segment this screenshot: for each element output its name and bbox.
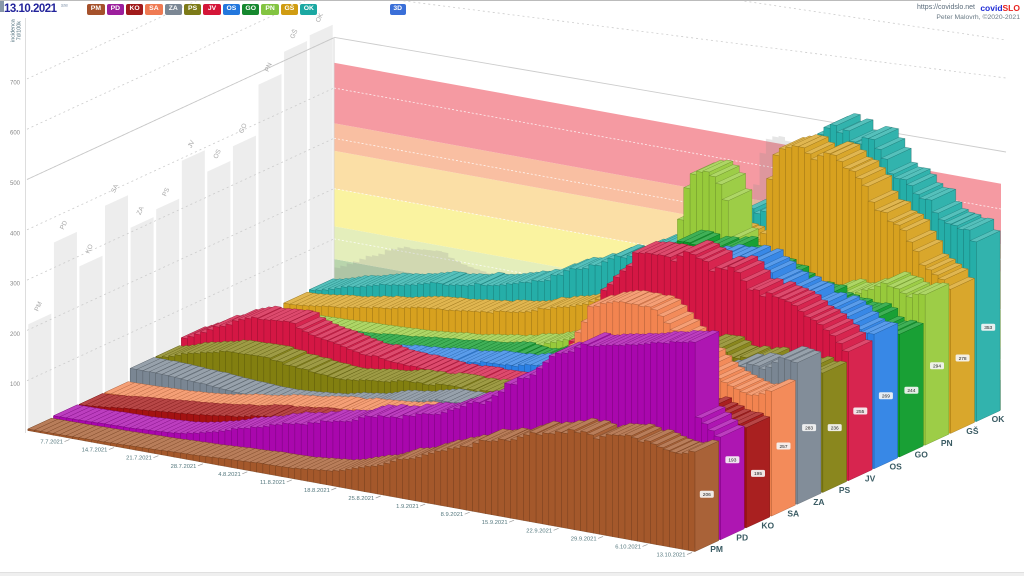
svg-text:100: 100 xyxy=(10,382,21,388)
svg-text:283: 283 xyxy=(805,425,813,431)
svg-text:195: 195 xyxy=(754,471,762,477)
svg-text:PS: PS xyxy=(839,485,851,495)
svg-text:7.7.2021: 7.7.2021 xyxy=(40,440,63,446)
svg-text:28.7.2021: 28.7.2021 xyxy=(171,464,197,470)
svg-text:294: 294 xyxy=(933,364,941,370)
svg-text:SA: SA xyxy=(110,183,120,194)
svg-text:29.9.2021: 29.9.2021 xyxy=(571,536,597,542)
svg-text:14.7.2021: 14.7.2021 xyxy=(82,448,108,454)
svg-text:PN: PN xyxy=(941,438,953,448)
svg-text:PN: PN xyxy=(264,62,274,73)
svg-text:KO: KO xyxy=(761,521,774,531)
svg-text:700: 700 xyxy=(10,80,21,86)
svg-text:278: 278 xyxy=(959,356,967,362)
svg-text:PD: PD xyxy=(59,219,69,230)
svg-text:GO: GO xyxy=(915,450,929,460)
svg-text:PS: PS xyxy=(161,186,171,197)
svg-text:244: 244 xyxy=(907,388,915,394)
svg-text:6.10.2021: 6.10.2021 xyxy=(615,544,641,550)
svg-text:200: 200 xyxy=(10,332,21,338)
svg-text:600: 600 xyxy=(10,131,21,137)
svg-text:269: 269 xyxy=(882,394,890,400)
svg-text:KO: KO xyxy=(85,243,95,254)
svg-text:11.8.2021: 11.8.2021 xyxy=(260,480,285,486)
svg-text:OK: OK xyxy=(315,12,326,24)
svg-text:SA: SA xyxy=(787,509,799,519)
svg-text:PM: PM xyxy=(33,301,43,313)
svg-text:300: 300 xyxy=(10,282,21,288)
svg-text:ZA: ZA xyxy=(813,497,824,507)
svg-text:18.8.2021: 18.8.2021 xyxy=(304,488,330,494)
svg-text:JV: JV xyxy=(187,139,197,149)
svg-text:21.7.2021: 21.7.2021 xyxy=(126,456,152,462)
svg-text:206: 206 xyxy=(703,492,711,498)
svg-text:OK: OK xyxy=(992,414,1006,424)
svg-text:JV: JV xyxy=(865,473,876,483)
svg-text:4.8.2021: 4.8.2021 xyxy=(218,472,241,478)
svg-text:236: 236 xyxy=(831,425,839,431)
svg-text:OS: OS xyxy=(212,148,223,160)
svg-text:255: 255 xyxy=(856,409,864,415)
svg-text:GŠ: GŠ xyxy=(966,425,979,436)
svg-text:1.9.2021: 1.9.2021 xyxy=(396,504,419,510)
svg-text:13.10.2021: 13.10.2021 xyxy=(656,553,685,559)
svg-text:ZA: ZA xyxy=(136,205,146,216)
svg-text:PM: PM xyxy=(710,544,723,554)
svg-text:25.8.2021: 25.8.2021 xyxy=(348,496,374,502)
svg-text:193: 193 xyxy=(728,458,736,464)
svg-text:500: 500 xyxy=(10,181,21,187)
svg-text:8.9.2021: 8.9.2021 xyxy=(441,512,464,518)
svg-text:400: 400 xyxy=(10,231,21,237)
svg-text:OS: OS xyxy=(889,461,902,471)
svg-text:353: 353 xyxy=(984,325,992,331)
svg-text:257: 257 xyxy=(779,444,787,450)
svg-text:PD: PD xyxy=(736,532,748,542)
svg-text:15.9.2021: 15.9.2021 xyxy=(482,520,508,526)
svg-text:22.9.2021: 22.9.2021 xyxy=(526,528,552,534)
svg-text:GO: GO xyxy=(238,122,249,134)
